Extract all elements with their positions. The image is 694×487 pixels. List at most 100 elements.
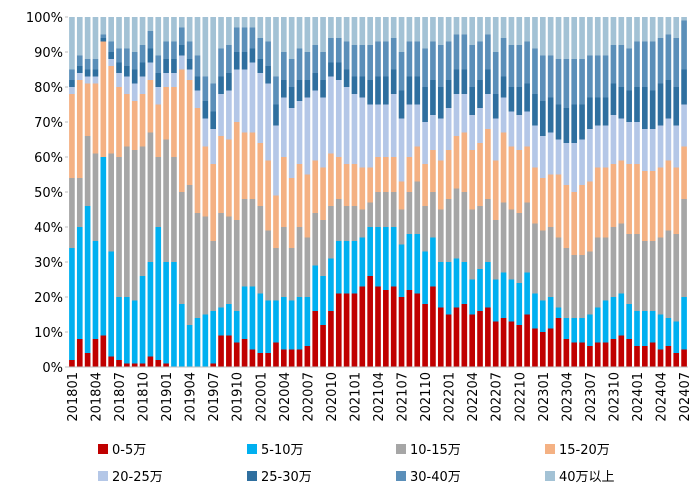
bar-segment	[131, 101, 138, 150]
bar-segment	[516, 115, 523, 150]
bar-segment	[437, 118, 444, 161]
bar-segment	[359, 45, 366, 77]
bar-segment	[139, 45, 146, 63]
x-tick-label: 201801	[66, 372, 81, 422]
bar-segment	[406, 76, 413, 105]
bar-segment	[571, 143, 578, 192]
bar-segment	[610, 339, 617, 367]
bar-segment	[414, 181, 421, 234]
bar-segment	[171, 87, 177, 157]
bar-segment	[69, 94, 75, 178]
bar-segment	[579, 104, 585, 140]
bar-segment	[477, 41, 483, 80]
bar-segment	[116, 48, 122, 63]
bar-segment	[351, 17, 358, 45]
bar-segment	[508, 17, 515, 45]
x-tick-label: 202207	[490, 372, 505, 422]
bar-segment	[594, 55, 601, 98]
bar-segment	[241, 199, 248, 287]
bar-segment	[139, 17, 146, 45]
bar-segment	[477, 311, 483, 367]
bar-segment	[524, 41, 530, 84]
y-tick-label: 20%	[34, 291, 63, 306]
bar-segment	[422, 122, 428, 164]
bar-segment	[186, 185, 193, 325]
bar-segment	[437, 160, 444, 210]
bar-segment	[320, 167, 326, 220]
bar-segment	[304, 174, 311, 238]
bar-segment	[602, 167, 609, 238]
bar-segment	[414, 104, 421, 147]
bar-segment	[539, 17, 546, 56]
bar-segment	[320, 80, 326, 98]
bar-segment	[626, 164, 632, 234]
bar-segment	[437, 45, 444, 87]
bar-segment	[147, 48, 154, 63]
bar-segment	[84, 353, 91, 367]
bar-segment	[280, 157, 287, 227]
bar-segment	[430, 115, 436, 150]
bar-segment	[532, 223, 538, 294]
y-tick-label: 30%	[34, 256, 63, 271]
bar-segment	[532, 167, 538, 224]
bar-segment	[178, 304, 185, 367]
bar-segment	[492, 118, 499, 161]
bar-segment	[202, 101, 209, 119]
bar-segment	[210, 17, 217, 84]
bar-segment	[563, 59, 570, 108]
bar-segment	[642, 171, 648, 241]
bar-segment	[642, 311, 648, 346]
bar-segment	[626, 17, 632, 49]
bar-segment	[226, 73, 232, 91]
bar-segment	[186, 325, 193, 367]
bar-segment	[171, 73, 177, 87]
bar-segment	[642, 129, 648, 171]
bar-segment	[555, 174, 562, 238]
bar-segment	[445, 150, 452, 199]
bar-segment	[375, 157, 381, 192]
bar-segment	[194, 90, 201, 108]
bar-segment	[492, 52, 499, 94]
bar-segment	[367, 202, 373, 227]
bar-segment	[147, 262, 154, 357]
bar-segment	[241, 286, 248, 339]
bar-segment	[422, 87, 428, 122]
bar-segment	[649, 90, 656, 129]
bar-segment	[649, 342, 656, 367]
bar-segment	[406, 41, 413, 77]
bar-segment	[477, 143, 483, 206]
bar-segment	[131, 83, 138, 101]
bar-segment	[76, 17, 83, 56]
legend-label: 0-5万	[112, 443, 146, 458]
bar-segment	[516, 213, 523, 283]
bar-segment	[155, 157, 162, 227]
legend-swatch	[98, 444, 108, 454]
y-tick-label: 100%	[26, 11, 63, 26]
bar-segment	[296, 227, 303, 297]
bar-segment	[610, 227, 617, 297]
bar-segment	[241, 52, 248, 70]
bar-segment	[390, 192, 397, 227]
bar-segment	[335, 157, 342, 199]
bar-segment	[477, 17, 483, 42]
bar-segment	[500, 76, 507, 98]
bar-segment	[84, 59, 91, 70]
bar-segment	[359, 167, 366, 210]
bar-segment	[383, 227, 389, 290]
bar-segment	[375, 17, 381, 42]
bar-segment	[155, 87, 162, 105]
bar-segment	[665, 346, 672, 367]
x-tick-label: 201907	[207, 372, 222, 422]
bar-segment	[524, 314, 530, 367]
bar-segment	[563, 339, 570, 367]
bar-segment	[618, 87, 625, 119]
bar-segment	[273, 248, 279, 301]
bar-segment	[265, 160, 271, 231]
bar-segment	[178, 17, 185, 28]
bar-segment	[186, 17, 193, 42]
bar-segment	[312, 73, 319, 91]
bar-segment	[618, 118, 625, 161]
bar-segment	[500, 272, 507, 318]
bar-segment	[634, 122, 640, 164]
bar-segment	[461, 262, 468, 304]
